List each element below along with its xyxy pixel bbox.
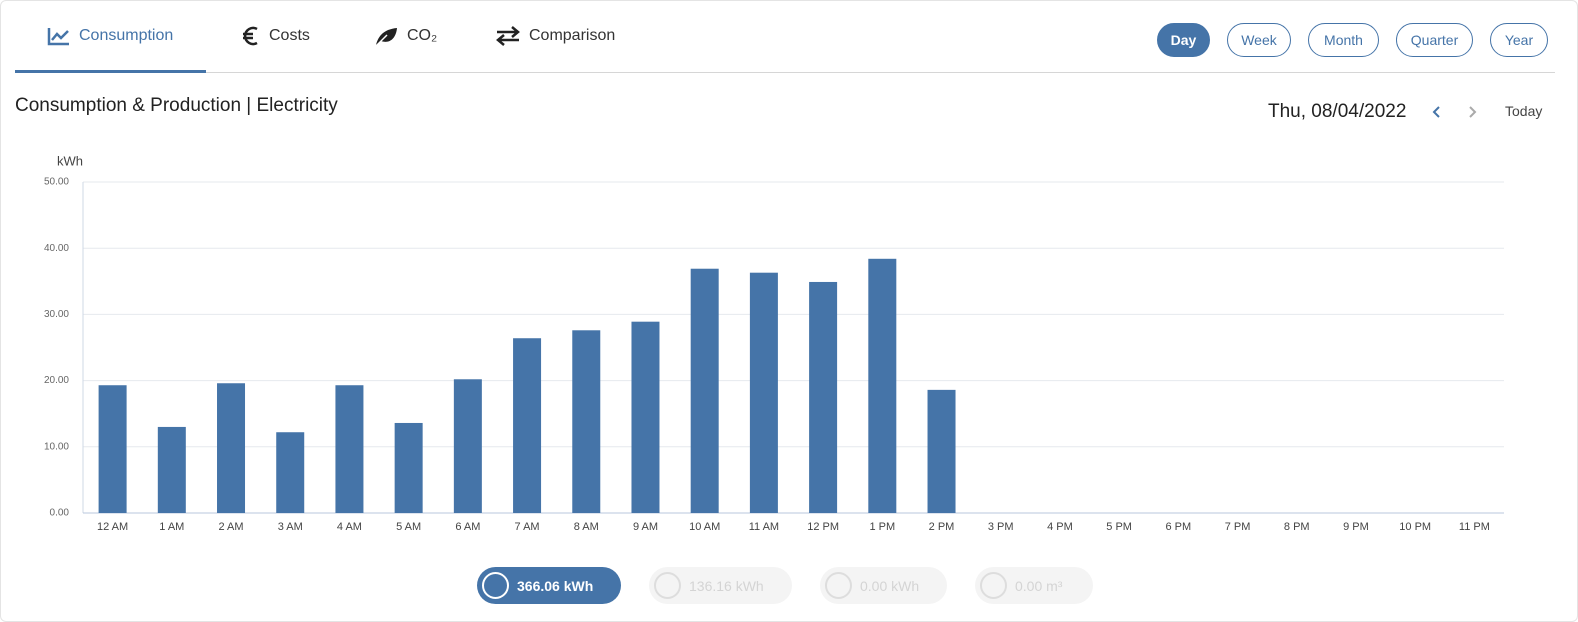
- period-button[interactable]: Week: [1227, 23, 1291, 57]
- chip-value: 0.00 kWh: [860, 577, 920, 594]
- chart-title: Consumption & Production | Electricity: [15, 95, 338, 116]
- x-tick-label: 7 PM: [1225, 521, 1251, 533]
- icon: [243, 26, 258, 46]
- prev-button[interactable]: [1429, 104, 1443, 120]
- x-tick-label: 9 PM: [1343, 521, 1369, 533]
- tab-label: Costs: [269, 27, 310, 44]
- x-tick-label: 12 AM: [97, 521, 128, 533]
- period-button[interactable]: Day: [1157, 23, 1210, 57]
- bar: [690, 268, 719, 513]
- bar: [335, 385, 364, 513]
- x-tick-label: 1 AM: [159, 521, 184, 533]
- date: Thu, 08/04/2022: [1268, 101, 1407, 122]
- chart: kWh 0.00 10.00 20.00 30.00 40.00 50.00 12 AM 1 …: [44, 153, 1504, 533]
- x-tick-label: 9 AM: [633, 521, 658, 533]
- bar: [868, 258, 897, 513]
- tab-indicator: [15, 70, 206, 73]
- chip-value: 0.00 m³: [1015, 577, 1063, 594]
- chip-value: 136.16 kWh: [689, 577, 764, 594]
- y-tick-label: 50.00: [44, 177, 69, 188]
- icon: [980, 572, 1007, 599]
- bar: [809, 281, 838, 513]
- icon: [375, 28, 397, 47]
- x-tick-label: 10 AM: [689, 521, 720, 533]
- icon: [47, 28, 69, 46]
- icon: [482, 572, 509, 599]
- bar: [276, 432, 305, 513]
- summary-chip[interactable]: 0.00 kWh: [820, 567, 947, 604]
- bar: [572, 330, 601, 513]
- x-tick-label: 4 PM: [1047, 521, 1073, 533]
- tab-label: Consumption: [79, 27, 174, 44]
- bar: [927, 389, 956, 513]
- y-axis-label: kWh: [57, 153, 83, 168]
- tab[interactable]: Consumption: [47, 23, 173, 49]
- icon: [825, 572, 852, 599]
- y-tick-label: 40.00: [44, 243, 69, 254]
- x-tick-label: 1 PM: [869, 521, 895, 533]
- bar: [513, 338, 542, 513]
- bar: [98, 385, 127, 513]
- today-button[interactable]: Today: [1505, 103, 1543, 119]
- icon: [496, 26, 520, 46]
- x-tick-label: 11 PM: [1459, 521, 1490, 533]
- period-button[interactable]: Month: [1308, 23, 1379, 57]
- bar: [157, 426, 186, 513]
- x-tick-label: 3 PM: [988, 521, 1014, 533]
- y-tick-label: 0.00: [50, 508, 70, 519]
- tab[interactable]: CO₂: [373, 23, 437, 49]
- tab[interactable]: Comparison: [495, 23, 615, 49]
- x-tick-label: 6 AM: [455, 521, 480, 533]
- period-button[interactable]: Year: [1490, 23, 1548, 57]
- bar: [749, 272, 778, 513]
- x-tick-label: 8 AM: [574, 521, 599, 533]
- period-button[interactable]: Quarter: [1396, 23, 1473, 57]
- x-tick-label: 2 PM: [929, 521, 955, 533]
- tab-label: Comparison: [529, 27, 616, 44]
- x-tick-label: 12 PM: [807, 521, 839, 533]
- x-tick-label: 10 PM: [1399, 521, 1431, 533]
- bar: [217, 383, 246, 513]
- bar: [631, 321, 660, 513]
- tab[interactable]: Costs: [241, 23, 310, 49]
- summary-chip[interactable]: 366.06 kWh: [477, 567, 621, 604]
- x-tick-label: 5 PM: [1106, 521, 1132, 533]
- icon: [654, 572, 681, 599]
- chip-value: 366.06 kWh: [517, 577, 594, 594]
- y-tick-label: 20.00: [44, 375, 69, 386]
- y-tick-label: 30.00: [44, 309, 69, 320]
- summary-chip[interactable]: 136.16 kWh: [649, 567, 792, 604]
- next-button[interactable]: [1465, 104, 1479, 120]
- x-tick-label: 2 AM: [218, 521, 243, 533]
- x-tick-label: 3 AM: [278, 521, 303, 533]
- x-tick-label: 8 PM: [1284, 521, 1310, 533]
- x-tick-label: 6 PM: [1166, 521, 1192, 533]
- x-tick-label: 4 AM: [337, 521, 362, 533]
- bar: [394, 422, 423, 513]
- x-tick-label: 11 AM: [749, 521, 779, 533]
- summary-chip[interactable]: 0.00 m³: [975, 567, 1093, 604]
- y-tick-label: 10.00: [44, 441, 69, 452]
- x-tick-label: 5 AM: [396, 521, 421, 533]
- tab-divider: [15, 72, 1555, 73]
- tab-label: CO₂: [407, 27, 438, 44]
- x-tick-label: 7 AM: [515, 521, 540, 533]
- bar: [453, 379, 482, 513]
